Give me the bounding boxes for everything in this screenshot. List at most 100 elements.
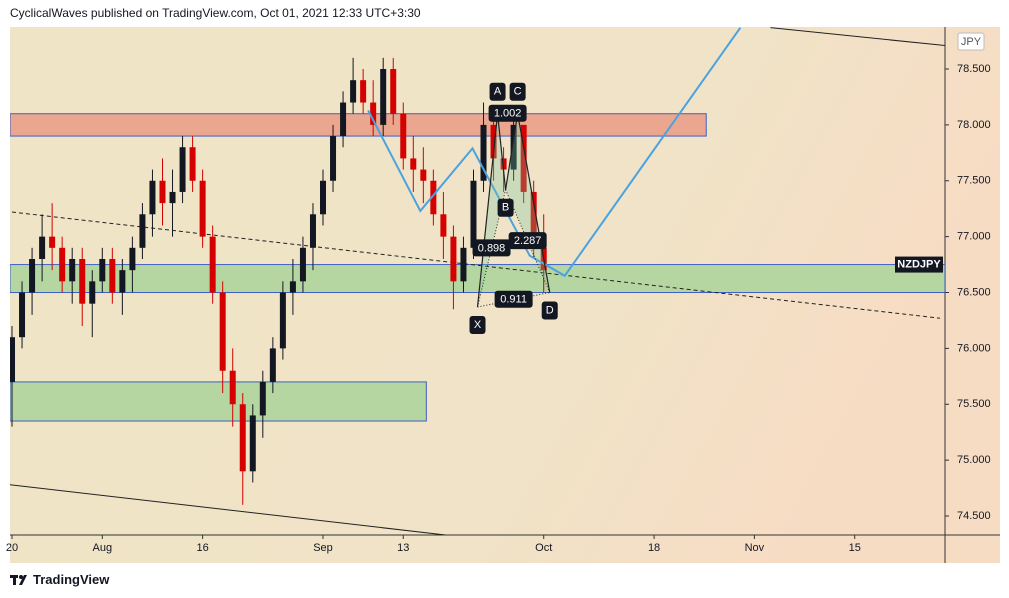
candle-body xyxy=(520,124,527,192)
trendline xyxy=(10,484,446,535)
pattern-fill xyxy=(477,113,506,308)
candle-body xyxy=(279,292,286,349)
candle-body xyxy=(430,180,437,215)
candle-body xyxy=(289,281,296,293)
ratio-label: 2.287 xyxy=(514,235,542,247)
candle-body xyxy=(169,191,176,204)
x-tick-label: 16 xyxy=(196,542,208,554)
x-tick-label: Sep xyxy=(313,542,333,554)
ratio-label: 0.898 xyxy=(478,242,506,254)
candle-body xyxy=(10,337,16,382)
x-tick-label: 18 xyxy=(648,542,660,554)
candle-body xyxy=(470,180,477,248)
ratio-box xyxy=(488,104,527,122)
ratio-box xyxy=(472,239,511,257)
zone xyxy=(10,381,427,422)
y-tick-label: 75.000 xyxy=(957,454,991,466)
point-box xyxy=(509,82,526,101)
candle-body xyxy=(340,102,347,137)
y-tick-label: 77.500 xyxy=(957,175,991,187)
candle-body xyxy=(129,247,136,271)
point-label: C xyxy=(514,86,522,98)
candle-body xyxy=(59,247,66,282)
pattern-leg xyxy=(504,113,519,190)
trendline xyxy=(11,211,941,319)
x-tick-label: Aug xyxy=(93,542,113,554)
ratio-box xyxy=(508,232,547,250)
pattern-leg xyxy=(496,113,507,190)
y-tick-label: 76.500 xyxy=(957,286,991,298)
candle-body xyxy=(199,180,206,237)
ratio-box xyxy=(494,290,533,308)
candle-body xyxy=(249,415,256,472)
pattern-leg xyxy=(476,113,499,308)
candle-body xyxy=(370,102,377,125)
candle-body xyxy=(460,247,467,282)
pattern-leg xyxy=(517,113,551,293)
x-tick-label: 13 xyxy=(397,542,409,554)
candle-body xyxy=(440,214,447,237)
plot-area: 1.002 0.898 2.287 0.911 X A B C D xyxy=(10,27,945,535)
candle-body xyxy=(400,113,407,159)
point-label: A xyxy=(494,86,502,98)
point-label: B xyxy=(502,202,509,214)
candle-body xyxy=(410,158,417,170)
candle-body xyxy=(29,258,36,293)
candle-body xyxy=(259,381,266,416)
point-box xyxy=(489,82,506,101)
footer: TradingView xyxy=(33,572,110,587)
point-label: X xyxy=(474,319,482,331)
candle-body xyxy=(480,124,487,181)
candle-body xyxy=(89,281,96,304)
candle-body xyxy=(510,124,517,170)
candle-body xyxy=(209,236,216,293)
candle-body xyxy=(390,69,397,114)
candle-body xyxy=(269,348,276,382)
candle-body xyxy=(179,147,186,192)
candle-body xyxy=(450,236,457,282)
candle-body xyxy=(309,214,316,248)
trendline xyxy=(770,27,945,47)
candle-body xyxy=(99,258,106,282)
candle-body xyxy=(139,214,146,248)
y-tick-label: 78.000 xyxy=(957,119,991,131)
currency-box xyxy=(957,32,985,51)
point-box xyxy=(497,198,514,217)
candle-body xyxy=(189,147,196,181)
x-tick-label: Nov xyxy=(745,542,765,554)
candle-body xyxy=(360,80,367,103)
y-tick-label: 74.500 xyxy=(957,510,991,522)
x-tick-label: 15 xyxy=(849,542,861,554)
point-label: D xyxy=(546,304,554,316)
candle-body xyxy=(79,258,86,304)
candle-body xyxy=(330,136,337,181)
symbol-box xyxy=(895,256,943,273)
candle-body xyxy=(229,370,236,405)
axes: 74.500 75.000 75.500 76.000 76.500 77.000 77.5… xyxy=(6,63,991,554)
candle-body xyxy=(49,236,56,248)
x-tick-label: Oct xyxy=(535,542,552,554)
header: CyclicalWaves published on TradingView.c… xyxy=(10,6,421,20)
x-tick-label: 20 xyxy=(6,542,18,554)
symbol-label: NZDJPY xyxy=(897,258,941,270)
candle-body xyxy=(490,124,497,159)
candle-body xyxy=(19,292,26,338)
y-tick-label: 77.000 xyxy=(957,231,991,243)
ratio-label: 0.911 xyxy=(500,294,527,306)
candle-body xyxy=(159,180,166,204)
y-tick-label: 76.000 xyxy=(957,342,991,354)
candle-body xyxy=(500,158,507,170)
ratio-label: 1.002 xyxy=(494,108,522,120)
point-box xyxy=(469,316,486,335)
candle-body xyxy=(299,247,306,282)
candle-body xyxy=(119,270,126,293)
currency: JPY xyxy=(961,36,982,48)
zone xyxy=(10,264,945,294)
zone xyxy=(10,113,707,137)
candle-body xyxy=(350,80,357,103)
candle-body xyxy=(39,236,46,259)
candle-body xyxy=(320,180,327,215)
candle-body xyxy=(530,191,537,248)
